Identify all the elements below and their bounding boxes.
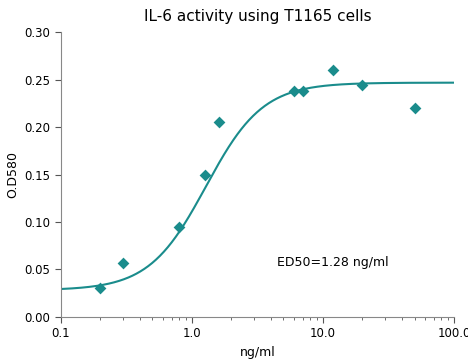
Text: ED50=1.28 ng/ml: ED50=1.28 ng/ml	[278, 256, 389, 269]
Point	[329, 67, 337, 73]
Y-axis label: O.D580: O.D580	[6, 151, 19, 198]
Point	[358, 82, 366, 87]
Point	[299, 88, 307, 94]
Point	[290, 88, 298, 94]
Point	[411, 105, 418, 111]
X-axis label: ng/ml: ng/ml	[240, 346, 275, 359]
Point	[120, 260, 127, 266]
Title: IL-6 activity using T1165 cells: IL-6 activity using T1165 cells	[144, 9, 371, 24]
Point	[215, 120, 222, 125]
Point	[201, 172, 208, 177]
Point	[96, 285, 104, 291]
Point	[176, 224, 183, 230]
